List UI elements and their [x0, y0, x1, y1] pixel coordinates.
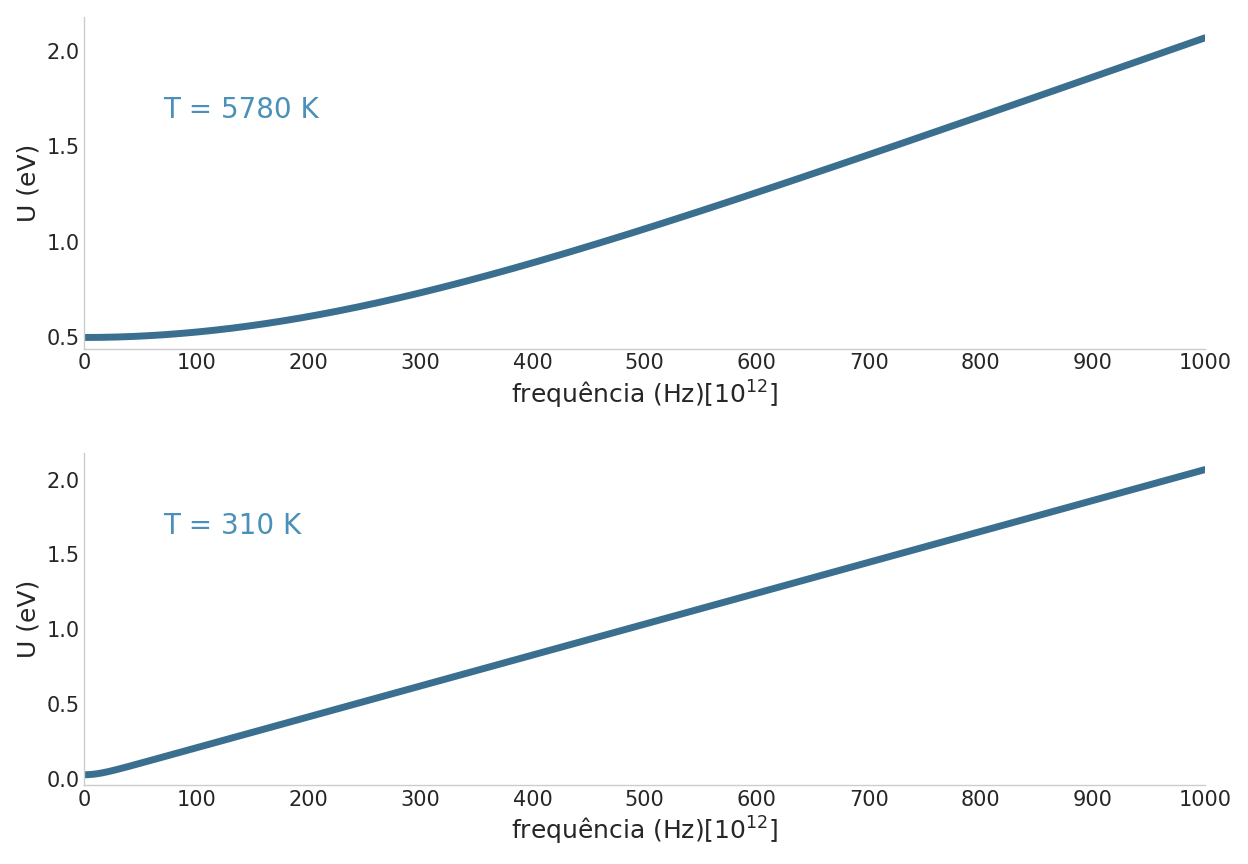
- Y-axis label: U (eV): U (eV): [16, 143, 41, 222]
- Text: T = 5780 K: T = 5780 K: [162, 96, 318, 124]
- Y-axis label: U (eV): U (eV): [16, 580, 41, 658]
- X-axis label: frequência (Hz)[10$^{12}$]: frequência (Hz)[10$^{12}$]: [510, 815, 778, 848]
- Text: T = 310 K: T = 310 K: [162, 511, 301, 540]
- X-axis label: frequência (Hz)[10$^{12}$]: frequência (Hz)[10$^{12}$]: [510, 379, 778, 411]
